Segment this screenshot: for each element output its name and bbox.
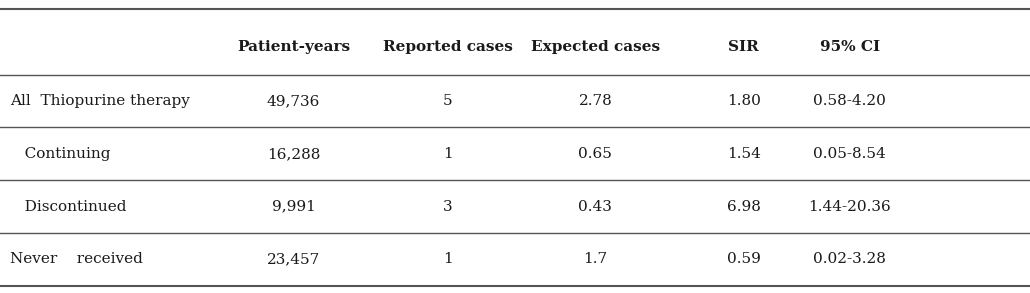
Text: 1.80: 1.80 — [727, 94, 760, 108]
Text: 6.98: 6.98 — [727, 200, 760, 214]
Text: All  Thiopurine therapy: All Thiopurine therapy — [10, 94, 191, 108]
Text: 1: 1 — [443, 147, 453, 161]
Text: 49,736: 49,736 — [267, 94, 320, 108]
Text: 0.58-4.20: 0.58-4.20 — [814, 94, 886, 108]
Text: 23,457: 23,457 — [267, 252, 320, 266]
Text: 16,288: 16,288 — [267, 147, 320, 161]
Text: 95% CI: 95% CI — [820, 40, 880, 54]
Text: 0.43: 0.43 — [579, 200, 612, 214]
Text: 3: 3 — [443, 200, 453, 214]
Text: 5: 5 — [443, 94, 453, 108]
Text: 1.44-20.36: 1.44-20.36 — [809, 200, 891, 214]
Text: Never    received: Never received — [10, 252, 143, 266]
Text: 0.59: 0.59 — [727, 252, 760, 266]
Text: 9,991: 9,991 — [272, 200, 315, 214]
Text: Continuing: Continuing — [10, 147, 111, 161]
Text: 0.02-3.28: 0.02-3.28 — [814, 252, 886, 266]
Text: 0.65: 0.65 — [579, 147, 612, 161]
Text: Expected cases: Expected cases — [530, 40, 660, 54]
Text: 1.7: 1.7 — [583, 252, 608, 266]
Text: Reported cases: Reported cases — [383, 40, 513, 54]
Text: SIR: SIR — [728, 40, 759, 54]
Text: 1: 1 — [443, 252, 453, 266]
Text: Discontinued: Discontinued — [10, 200, 127, 214]
Text: 0.05-8.54: 0.05-8.54 — [814, 147, 886, 161]
Text: 1.54: 1.54 — [727, 147, 760, 161]
Text: 2.78: 2.78 — [579, 94, 612, 108]
Text: Patient-years: Patient-years — [237, 40, 350, 54]
